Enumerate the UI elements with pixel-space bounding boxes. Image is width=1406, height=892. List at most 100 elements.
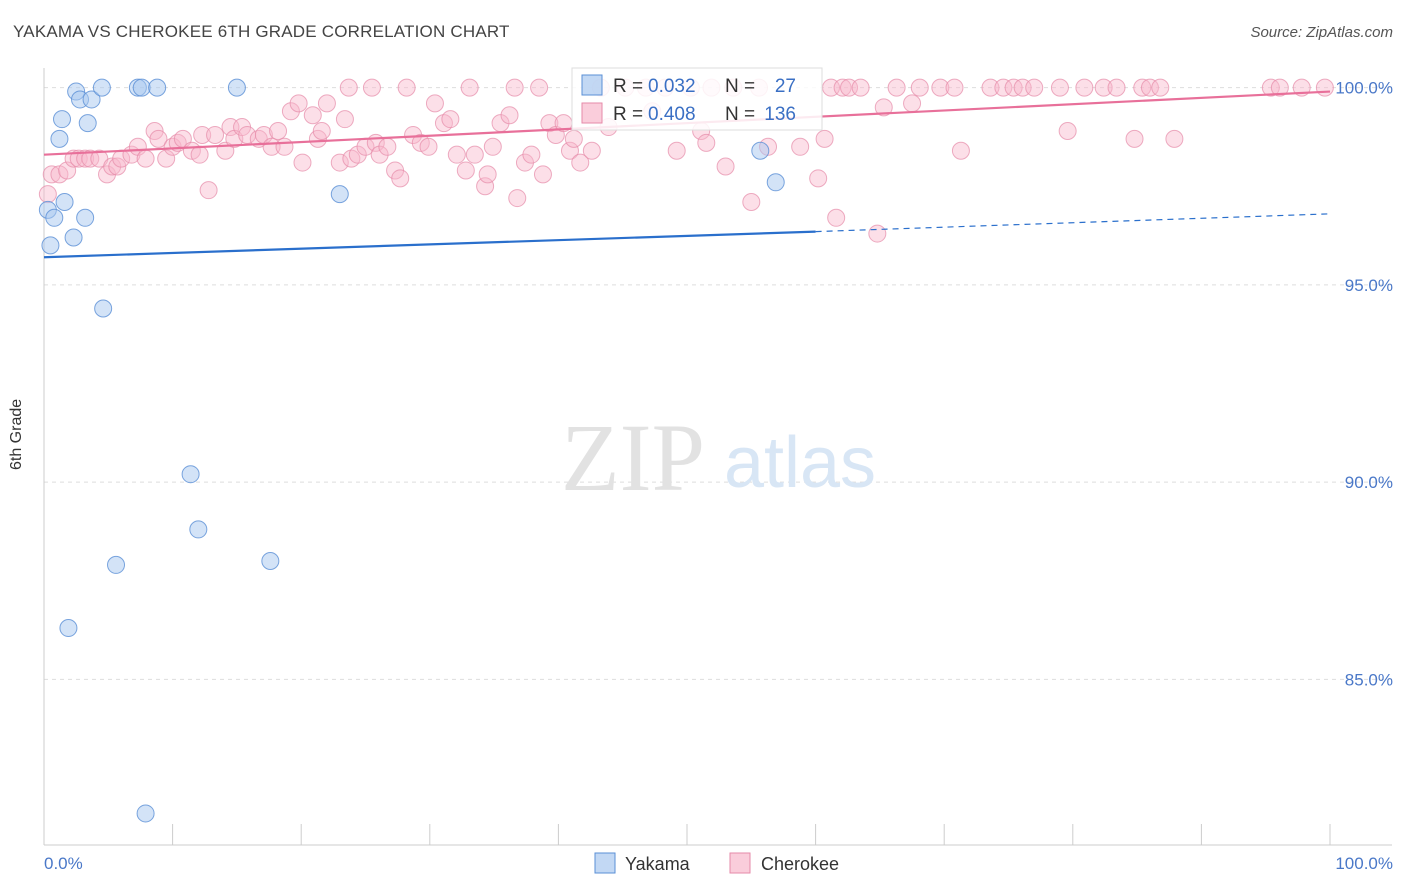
yakama-point (64, 228, 83, 247)
cherokee-point (1270, 78, 1289, 97)
cherokee-point (339, 78, 358, 97)
axes (43, 68, 1392, 846)
cherokee-point (742, 193, 761, 212)
cherokee-point (193, 125, 212, 144)
yakama-trendline (43, 230, 816, 259)
cherokee-point (465, 145, 484, 164)
cherokee-point (833, 78, 852, 97)
cherokee-point (378, 137, 397, 156)
series-legend: Yakama Cherokee (594, 852, 839, 874)
cherokee-point (397, 78, 416, 97)
cherokee-point (419, 137, 438, 156)
cherokee-point (560, 141, 579, 160)
legend-r-label: R = (613, 76, 643, 97)
cherokee-point (206, 125, 225, 144)
cherokee-point (76, 149, 95, 168)
yakama-point (94, 299, 113, 318)
stats-legend: R = 0.032 N = 27 R = 0.408 N = 136 (571, 67, 823, 131)
cherokee-point (330, 153, 349, 172)
cherokee-point (370, 145, 389, 164)
cherokee-point (456, 161, 475, 180)
yakama-point (261, 551, 280, 570)
cherokee-point (404, 125, 423, 144)
legend-swatch (581, 102, 603, 124)
cherokee-point (530, 78, 549, 97)
legend-n-value: 136 (764, 104, 796, 125)
watermark-atlas: atlas (724, 423, 876, 503)
cherokee-point (508, 189, 527, 208)
cherokee-point (903, 94, 922, 113)
yakama-series (38, 78, 785, 823)
legend-swatch (581, 74, 603, 96)
cherokee-point (887, 78, 906, 97)
cherokee-point (1050, 78, 1069, 97)
cherokee-point (1004, 78, 1023, 97)
chart-title: YAKAMA VS CHEROKEE 6TH GRADE CORRELATION… (13, 22, 510, 41)
yakama-point (55, 193, 74, 212)
legend-r-value: 0.408 (648, 104, 696, 125)
watermark: ZIP atlas (561, 404, 876, 511)
cherokee-point (58, 161, 77, 180)
cherokee-point (505, 78, 524, 97)
cherokee-point (1151, 78, 1170, 97)
cherokee-point (931, 78, 950, 97)
tick-labels: 100.0% 95.0% 90.0% 85.0% 0.0% 100.0% (44, 79, 1393, 873)
cherokee-point (874, 98, 893, 117)
gridlines (44, 87, 1392, 680)
cherokee-point (441, 110, 460, 129)
cherokee-point (199, 181, 218, 200)
yakama-point (59, 619, 78, 638)
yakama-point (53, 110, 72, 129)
source-credit: Source: ZipAtlas.com (1250, 24, 1393, 41)
yakama-point (181, 465, 200, 484)
cherokee-point (348, 145, 367, 164)
cherokee-point (716, 157, 735, 176)
legend-n-value: 27 (775, 76, 796, 97)
cherokee-point (571, 153, 590, 172)
cherokee-point (293, 153, 312, 172)
y-tick-label: 100.0% (1335, 79, 1393, 98)
cherokee-point (1075, 78, 1094, 97)
cherokee-point (582, 141, 601, 160)
cherokee-point (815, 129, 834, 148)
cherokee-point (38, 185, 57, 204)
cherokee-point (540, 114, 559, 133)
cherokee-point (447, 145, 466, 164)
legend-r-label: R = (613, 104, 643, 125)
cherokee-point (483, 137, 502, 156)
cherokee-point (289, 94, 308, 113)
cherokee-point (335, 110, 354, 129)
cherokee-point (269, 122, 288, 141)
yakama-legend-label: Yakama (625, 854, 691, 874)
cherokee-point (533, 165, 552, 184)
cherokee-point (1094, 78, 1113, 97)
cherokee-point (476, 177, 495, 196)
cherokee-point (994, 78, 1013, 97)
yakama-point (50, 129, 69, 148)
cherokee-point (697, 133, 716, 152)
cherokee-point (303, 106, 322, 125)
cherokee-point (868, 224, 887, 243)
legend-r-value: 0.032 (648, 76, 696, 97)
cherokee-point (981, 78, 1000, 97)
cherokee-point (951, 141, 970, 160)
cherokee-point (1133, 78, 1152, 97)
cherokee-point (1025, 78, 1044, 97)
cherokee-point (564, 129, 583, 148)
cherokee-legend-label: Cherokee (761, 854, 839, 874)
cherokee-point (827, 208, 846, 227)
cherokee-point (460, 78, 479, 97)
yakama-legend-swatch (594, 852, 616, 874)
yakama-point (78, 114, 97, 133)
cherokee-point (1261, 78, 1280, 97)
yakama-point (82, 90, 101, 109)
cherokee-point (809, 169, 828, 188)
cherokee-point (391, 169, 410, 188)
cherokee-point (1125, 129, 1144, 148)
x-tick-label: 100.0% (1335, 854, 1393, 873)
legend-n-label: N = (725, 104, 755, 125)
cherokee-point (149, 129, 168, 148)
cherokee-point (1165, 129, 1184, 148)
cherokee-point (500, 106, 519, 125)
